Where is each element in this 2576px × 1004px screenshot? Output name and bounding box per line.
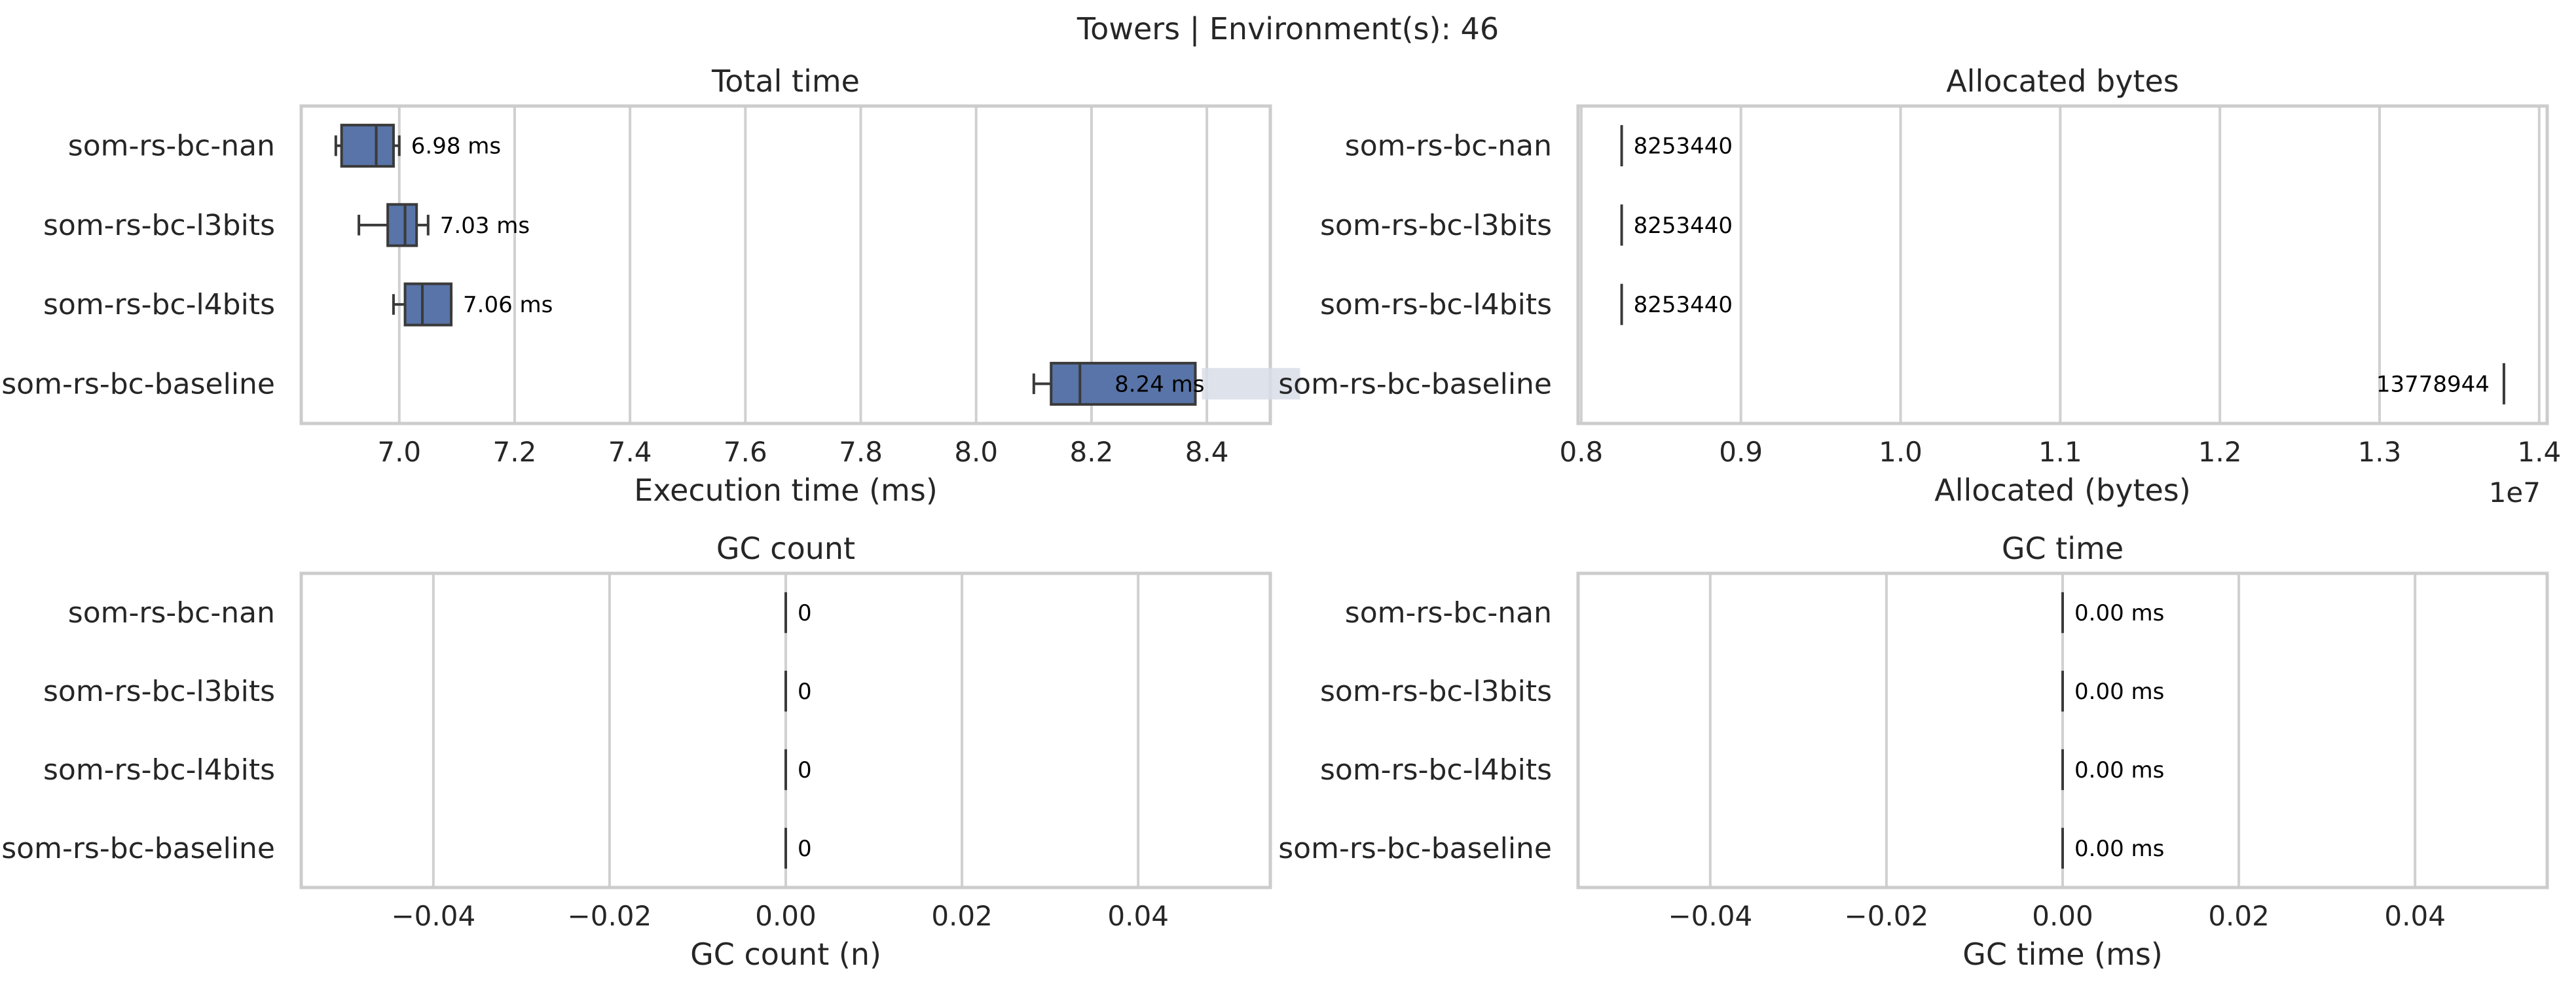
data-label: 7.03 ms (440, 213, 530, 239)
x-tick-label: 1.0 (1879, 436, 1923, 468)
x-tick-label: 0.00 (755, 900, 817, 932)
panel-title: Allocated bytes (1946, 63, 2179, 99)
y-tick-label: som-rs-bc-baseline (1278, 367, 1552, 401)
x-tick-label: 0.00 (2032, 900, 2093, 932)
x-axis-label: GC count (n) (690, 937, 881, 972)
data-label: 8253440 (1634, 134, 1733, 160)
x-tick-label: 0.9 (1719, 436, 1763, 468)
panel-title: Total time (711, 63, 860, 99)
axes-frame (299, 104, 1272, 425)
x-tick-label: −0.02 (568, 900, 652, 932)
data-label: 0.00 ms (2074, 679, 2164, 705)
box (403, 282, 453, 327)
panel-title: GC count (716, 531, 855, 566)
x-tick-label: 0.04 (2384, 900, 2446, 932)
y-tick-label: som-rs-bc-l3bits (43, 209, 275, 242)
y-tick-label: som-rs-bc-l4bits (1320, 288, 1552, 321)
x-tick-label: 0.02 (2208, 900, 2270, 932)
box (1050, 361, 1197, 406)
y-tick-label: som-rs-bc-nan (1345, 130, 1552, 163)
data-label: 0.00 ms (2074, 836, 2164, 862)
x-tick-label: 1.1 (2038, 436, 2082, 468)
x-tick-label: 1.3 (2358, 436, 2402, 468)
axis-offset-label: 1e7 (2489, 476, 2541, 509)
x-tick-label: 7.0 (377, 436, 421, 468)
x-axis-label: Allocated (bytes) (1934, 473, 2190, 508)
data-label: 0.00 ms (2074, 757, 2164, 783)
panel-title: GC time (2002, 531, 2124, 566)
axes-frame (1576, 104, 2549, 425)
panel-gc-count: GC count −0.04 −0.02 0.00 0.02 0.04 GC count (… (1, 531, 1272, 972)
y-tick-label: som-rs-bc-l4bits (43, 753, 275, 787)
axes-frame (1576, 571, 2549, 889)
y-tick-label: som-rs-bc-l3bits (1320, 675, 1552, 708)
x-tick-label: 0.02 (931, 900, 993, 932)
y-tick-label: som-rs-bc-nan (1345, 596, 1552, 630)
y-tick-label: som-rs-bc-baseline (1, 367, 275, 401)
y-tick-label: som-rs-bc-baseline (1278, 832, 1552, 865)
data-label: 8.24 ms (1114, 371, 1204, 397)
x-tick-label: 1.2 (2198, 436, 2242, 468)
x-tick-label: 1.4 (2517, 436, 2561, 468)
x-axis-label: Execution time (ms) (634, 473, 938, 508)
data-label: 0 (798, 679, 812, 705)
x-axis-label: GC time (ms) (1962, 937, 2163, 972)
y-tick-label: som-rs-bc-l3bits (43, 675, 275, 708)
x-tick-label: 8.2 (1070, 436, 1114, 468)
y-tick-label: som-rs-bc-baseline (1, 832, 275, 865)
data-label: 8253440 (1634, 292, 1733, 318)
data-label: 0.00 ms (2074, 600, 2164, 626)
x-tick-label: 7.4 (608, 436, 652, 468)
axes-frame (299, 571, 1272, 889)
data-label: 0 (798, 836, 812, 862)
x-tick-label: 7.2 (493, 436, 537, 468)
x-tick-label: −0.04 (1668, 900, 1752, 932)
y-tick-label: som-rs-bc-nan (68, 596, 275, 630)
data-label: 0 (798, 600, 812, 626)
x-tick-label: −0.02 (1845, 900, 1929, 932)
box (386, 203, 418, 247)
y-tick-label: som-rs-bc-l3bits (1320, 209, 1552, 242)
data-label: 0 (798, 757, 812, 783)
data-label: 7.06 ms (463, 292, 553, 318)
x-tick-label: 0.04 (1107, 900, 1169, 932)
x-tick-label: 0.8 (1559, 436, 1603, 468)
panel-allocated-bytes: Allocated bytes 0.8 0.9 1.0 1.1 1.2 1.3 1.4 Allo… (1278, 63, 2561, 509)
x-tick-label: 7.8 (839, 436, 883, 468)
panel-gc-time: GC time −0.04 −0.02 0.00 0.02 0.04 GC time (ms… (1278, 531, 2549, 972)
panel-total-time: Total time 7.0 7.2 7.4 7.6 7.8 8.0 8.2 8.4 Execut… (1, 63, 1300, 508)
data-label: 13778944 (2376, 371, 2490, 397)
figure-title: Towers | Environment(s): 46 (1076, 11, 1499, 47)
data-label: 8253440 (1634, 213, 1733, 239)
x-tick-label: −0.04 (391, 900, 475, 932)
y-tick-label: som-rs-bc-l4bits (43, 288, 275, 321)
data-label-bg (1202, 368, 1300, 400)
y-tick-label: som-rs-bc-l4bits (1320, 753, 1552, 787)
y-tick-label: som-rs-bc-nan (68, 130, 275, 163)
x-tick-label: 7.6 (724, 436, 767, 468)
x-tick-label: 8.4 (1185, 436, 1229, 468)
box (340, 124, 395, 168)
data-label: 6.98 ms (411, 134, 501, 160)
x-tick-label: 8.0 (954, 436, 998, 468)
